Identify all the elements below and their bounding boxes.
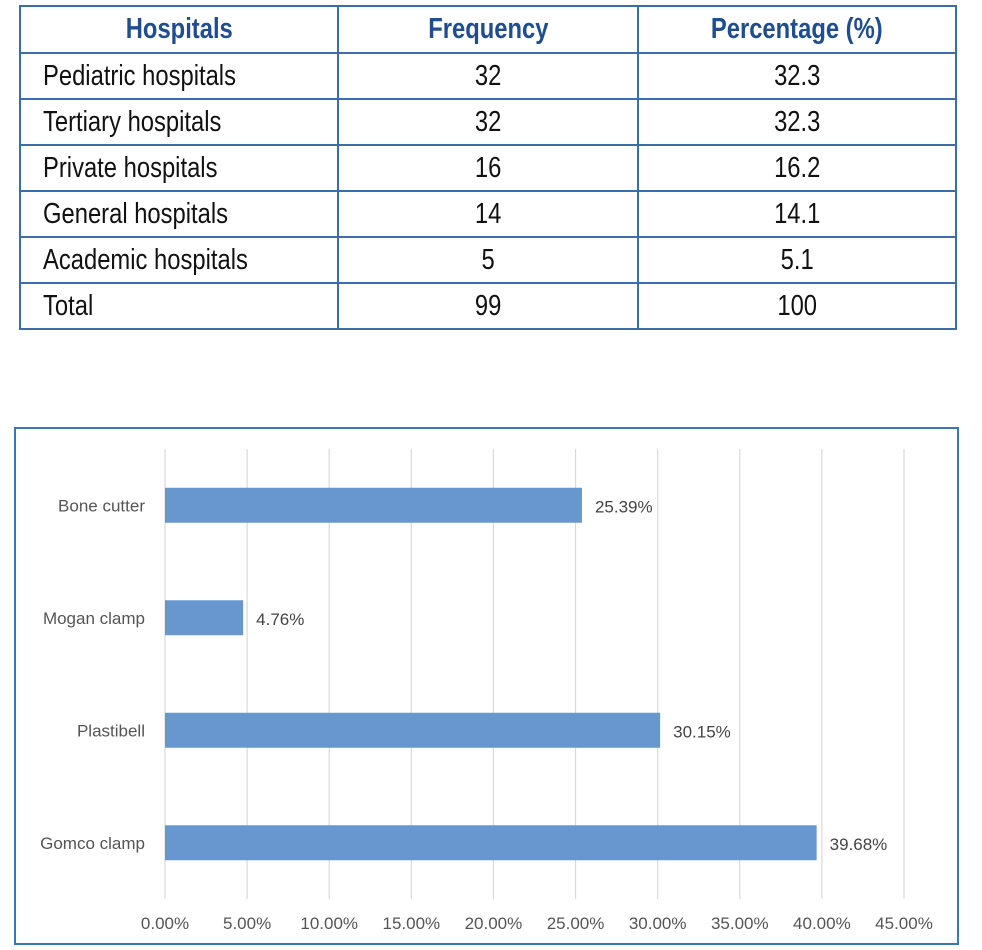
x-tick-label: 25.00% bbox=[547, 914, 605, 933]
category-label: Mogan clamp bbox=[43, 609, 145, 628]
bar-chart: 0.00% 5.00% 10.00% 15.00% 20.00% 25.00% 30.00%… bbox=[40, 449, 933, 933]
hospital-table: Hospitals Frequency Percentage (%) Pedia… bbox=[19, 5, 957, 330]
table-header-row: Hospitals Frequency Percentage (%) bbox=[19, 5, 957, 54]
percentage-cell: 32.3 bbox=[637, 52, 957, 100]
table-row: General hospitals 14 14.1 bbox=[19, 190, 957, 238]
table-row: Pediatric hospitals 32 32.3 bbox=[19, 52, 957, 100]
x-tick-label: 10.00% bbox=[300, 914, 358, 933]
frequency-cell: 14 bbox=[337, 190, 639, 238]
bar bbox=[165, 712, 661, 748]
header-percentage: Percentage (%) bbox=[637, 5, 957, 54]
percentage-cell: 100 bbox=[637, 282, 957, 330]
category-label: Plastibell bbox=[77, 721, 145, 740]
hospital-name-cell: Private hospitals bbox=[19, 144, 339, 192]
category-label: Bone cutter bbox=[58, 496, 145, 515]
bar bbox=[165, 600, 244, 636]
hospital-name-cell: General hospitals bbox=[19, 190, 339, 238]
frequency-cell: 16 bbox=[337, 144, 639, 192]
hospital-name-cell: Tertiary hospitals bbox=[19, 98, 339, 146]
data-label: 4.76% bbox=[256, 610, 304, 629]
hospital-name-cell: Academic hospitals bbox=[19, 236, 339, 284]
frequency-cell: 32 bbox=[337, 52, 639, 100]
x-tick-label: 40.00% bbox=[793, 914, 851, 933]
table-row: Academic hospitals 5 5.1 bbox=[19, 236, 957, 284]
percentage-cell: 14.1 bbox=[637, 190, 957, 238]
table-row: Private hospitals 16 16.2 bbox=[19, 144, 957, 192]
percentage-cell: 5.1 bbox=[637, 236, 957, 284]
bar bbox=[165, 825, 817, 861]
data-label: 25.39% bbox=[595, 497, 653, 516]
x-tick-label: 35.00% bbox=[711, 914, 769, 933]
category-label: Gomco clamp bbox=[40, 834, 145, 853]
percentage-cell: 32.3 bbox=[637, 98, 957, 146]
data-label: 30.15% bbox=[673, 722, 731, 741]
x-tick-label: 0.00% bbox=[141, 914, 189, 933]
table-row: Tertiary hospitals 32 32.3 bbox=[19, 98, 957, 146]
x-tick-label: 5.00% bbox=[223, 914, 271, 933]
x-tick-label: 45.00% bbox=[875, 914, 933, 933]
data-label: 39.68% bbox=[830, 835, 888, 854]
bar bbox=[165, 487, 582, 523]
header-hospitals: Hospitals bbox=[19, 5, 339, 54]
bar-chart-frame: 0.00% 5.00% 10.00% 15.00% 20.00% 25.00% 30.00%… bbox=[14, 427, 959, 945]
percentage-cell: 16.2 bbox=[637, 144, 957, 192]
x-tick-label: 30.00% bbox=[629, 914, 687, 933]
x-tick-label: 20.00% bbox=[465, 914, 523, 933]
hospital-name-cell: Pediatric hospitals bbox=[19, 52, 339, 100]
frequency-cell: 5 bbox=[337, 236, 639, 284]
header-frequency: Frequency bbox=[337, 5, 639, 54]
frequency-cell: 32 bbox=[337, 98, 639, 146]
frequency-cell: 99 bbox=[337, 282, 639, 330]
table-row-total: Total 99 100 bbox=[19, 282, 957, 330]
hospital-name-cell: Total bbox=[19, 282, 339, 330]
x-tick-label: 15.00% bbox=[382, 914, 440, 933]
